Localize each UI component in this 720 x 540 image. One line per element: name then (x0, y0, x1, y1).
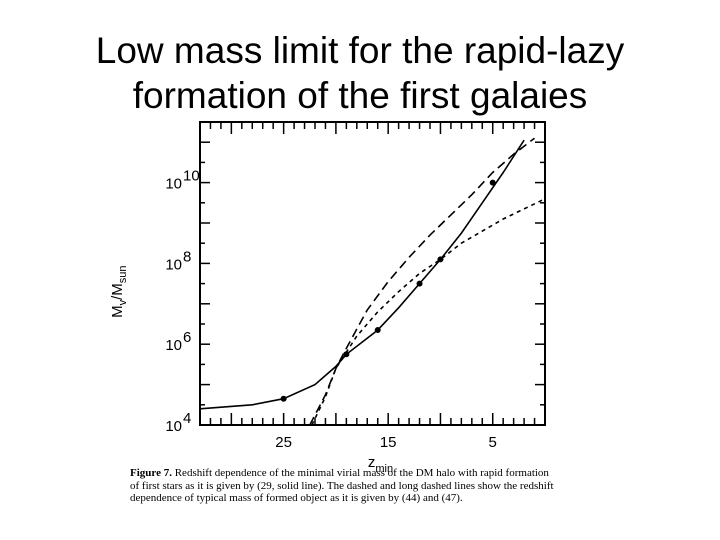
x-tick-label: 25 (275, 434, 292, 451)
y-axis-label-subscript: sun (117, 265, 129, 283)
caption-text: Redshift dependence of the minimal viria… (130, 467, 554, 505)
series-line-solid (200, 139, 525, 410)
data-marker (416, 280, 423, 287)
data-marker (280, 395, 287, 402)
y-axis-label: Mv/Msun (109, 265, 129, 317)
data-marker (437, 256, 444, 263)
x-tick-label: 5 (489, 434, 497, 451)
y-tick-exponent: 4 (183, 410, 191, 427)
x-axis-label-subscript: min (375, 463, 393, 475)
y-tick-exponent: 10 (183, 168, 200, 185)
series-line-long-dashed (309, 137, 535, 425)
plot-frame (199, 121, 546, 426)
figure-caption: Figure 7. Redshift dependence of the min… (130, 467, 560, 505)
x-tick-label: 15 (380, 434, 397, 451)
y-axis-label-group: Mv/Msun (109, 265, 129, 317)
caption-label: Figure 7. (130, 467, 172, 479)
data-marker (489, 179, 496, 186)
y-tick-label: 10 (165, 256, 182, 273)
y-tick-label: 10 (165, 337, 182, 354)
series-line-dashed (311, 198, 545, 425)
data-marker (343, 351, 350, 358)
y-tick-label: 10 (165, 418, 182, 435)
y-axis-label-slash: /M (109, 283, 126, 300)
y-axis-label-subscript: v (117, 299, 129, 305)
y-tick-label: 10 (165, 176, 182, 193)
y-tick-exponent: 6 (183, 329, 191, 346)
data-marker (374, 327, 381, 334)
slide-title: Low mass limit for the rapid-lazy format… (95, 30, 625, 116)
y-tick-exponent: 8 (183, 248, 191, 265)
